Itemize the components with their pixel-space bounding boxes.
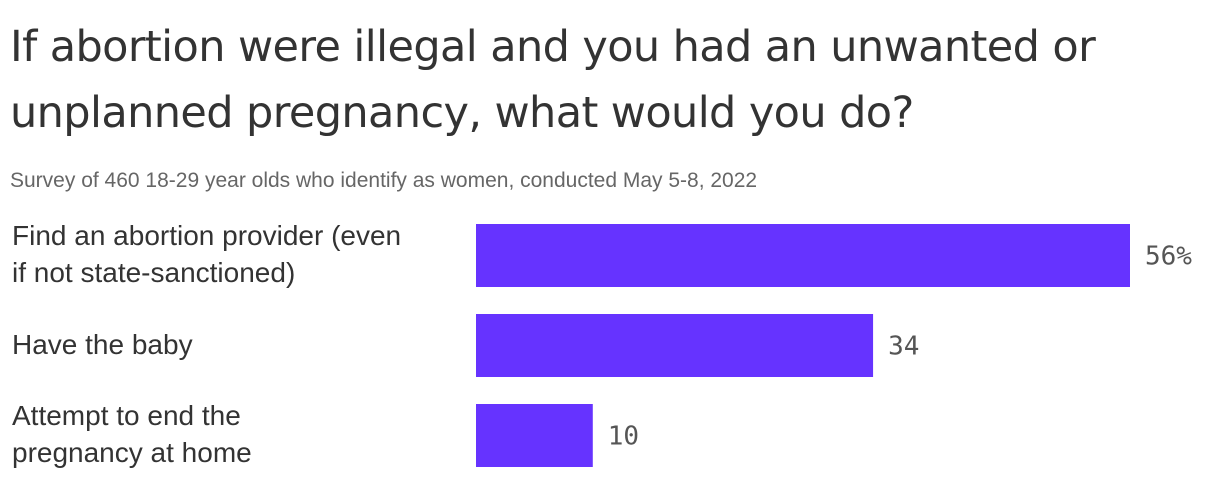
chart-title: If abortion were illegal and you had an …: [10, 22, 1096, 138]
value-label-have-baby: 34: [888, 332, 919, 362]
value-label-find-provider: 56%: [1145, 242, 1192, 272]
value-label-end-at-home: 10: [608, 422, 639, 452]
category-label-end-at-home: Attempt to end the pregnancy at home: [12, 400, 252, 468]
category-label-have-baby: Have the baby: [12, 329, 193, 360]
bar-end-at-home: [476, 404, 593, 467]
bar-have-baby: [476, 314, 874, 377]
bar-find-provider: [476, 224, 1130, 287]
chart-subtitle: Survey of 460 18-29 year olds who identi…: [10, 169, 758, 192]
category-label-find-provider: Find an abortion provider (even if not s…: [12, 220, 402, 288]
